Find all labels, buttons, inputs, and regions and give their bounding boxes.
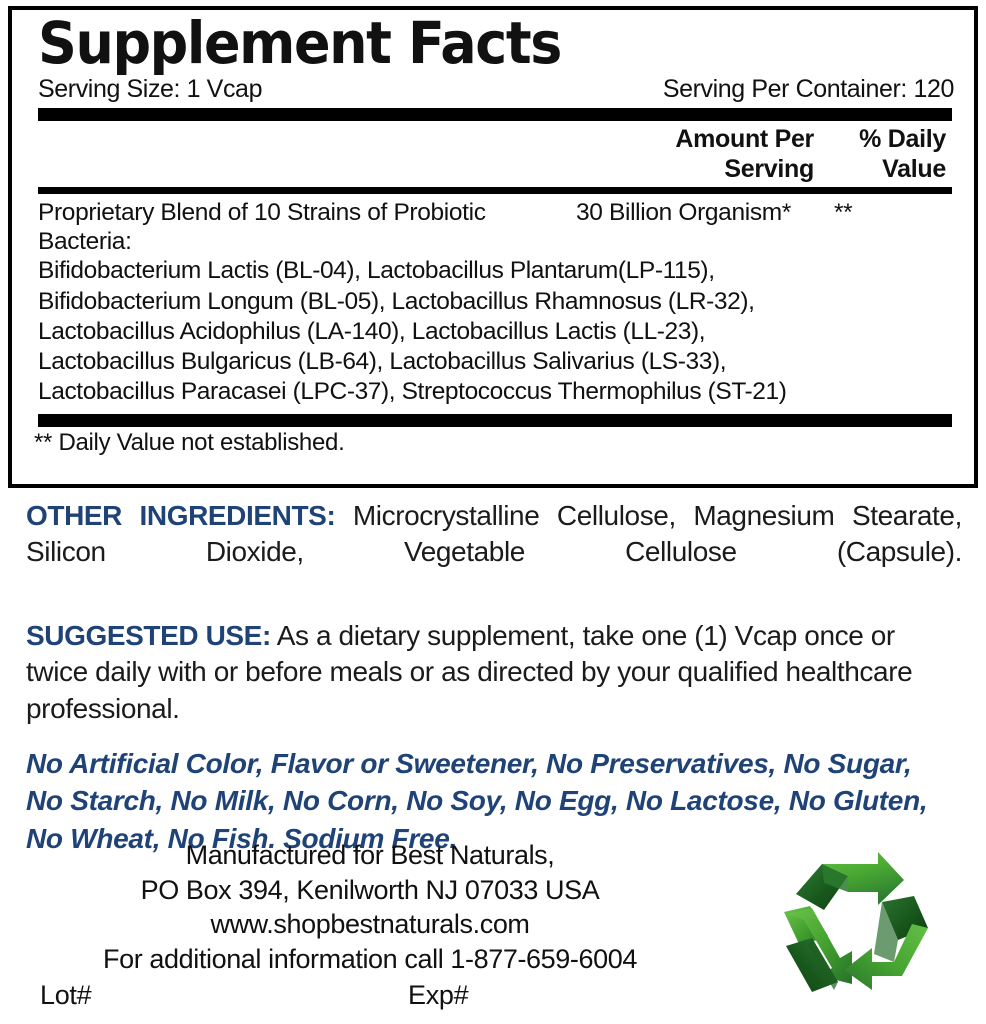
manufacturer-block: Manufactured for Best Naturals, PO Box 3… [20,838,720,976]
list-item: Lactobacillus Acidophilus (LA-140), Lact… [38,317,706,345]
other-ingredients-text: Microcrystalline Cellulose, Magnesium St… [26,500,962,568]
serving-info-row: Serving Size: 1 Vcap Serving Per Contain… [38,75,960,104]
list-item: Lactobacillus Paracasei (LPC-37), Strept… [38,378,787,406]
free-from-claims: No Artificial Color, Flavor or Sweetener… [26,745,962,858]
rule-below-headers [38,187,952,194]
manufacturer-address: PO Box 394, Kenilworth NJ 07033 USA [140,874,600,905]
serving-size-text: Serving Size: 1 Vcap [38,75,263,103]
recycle-arrow-top [796,852,904,910]
blend-name-line-2: Bacteria: [38,228,132,256]
amount-per-label: Amount Per [675,125,814,153]
column-header-amount-per-serving: Amount Per Serving [572,125,822,184]
rule-above-footnote [38,413,952,427]
rule-below-serving [38,108,952,121]
page-title: Supplement Facts [38,9,562,77]
lot-number-label: Lot# [40,980,92,1010]
suggested-use-paragraph: SUGGESTED USE: As a dietary supplement, … [26,618,962,726]
column-headers-row: Amount Per Serving % Daily Value [38,125,952,184]
recycle-icon [784,852,928,992]
blend-daily-value-cell: ** [834,199,853,226]
table-row-proprietary-blend: Proprietary Blend of 10 Strains of Probi… [38,198,952,256]
recycle-arrow-left [784,906,852,992]
list-item: Lactobacillus Bulgaricus (LB-64), Lactob… [38,348,727,376]
list-item: Bifidobacterium Longum (BL-05), Lactobac… [38,287,755,315]
blend-name-line-1: Proprietary Blend of 10 Strains of Probi… [38,199,486,226]
servings-per-container-text: Serving Per Container: 120 [662,75,955,103]
footer: Manufactured for Best Naturals, PO Box 3… [0,838,986,1024]
manufacturer-name: Manufactured for Best Naturals, [185,840,555,870]
percent-daily-label: % Daily [859,125,946,153]
other-ingredients-label: OTHER INGREDIENTS: [26,500,336,531]
suggested-use-text: As a dietary supplement, take one (1) Vc… [26,620,913,724]
blend-amount-cell: 30 Billion Organism* [576,199,791,226]
other-ingredients-paragraph: OTHER INGREDIENTS: Microcrystalline Cell… [26,498,962,606]
claim-line: No Artificial Color, Flavor or Sweetener… [26,747,912,779]
suggested-use-label: SUGGESTED USE: [26,620,271,652]
daily-value-footnote: ** Daily Value not established. [34,428,345,456]
claim-line: No Starch, No Milk, No Corn, No Soy, No … [26,785,928,817]
claim-line: No Wheat, No Fish. Sodium Free. [26,823,457,855]
recycle-arrow-right [844,896,928,990]
manufacturer-phone: For additional information call 1-877-65… [103,943,637,974]
manufacturer-website: www.shopbestnaturals.com [210,909,530,940]
exp-date-label: Exp# [408,980,469,1010]
column-header-daily-value: % Daily Value [822,125,952,184]
value-label: Value [882,154,946,183]
blend-name-cell: Proprietary Blend of 10 Strains of Probi… [38,198,572,256]
strain-list: Bifidobacterium Lactis (BL-04), Lactobac… [38,256,952,407]
list-item: Bifidobacterium Lactis (BL-04), Lactobac… [38,257,715,285]
serving-label: Serving [724,154,814,183]
supplement-facts-panel: Supplement Facts Serving Size: 1 Vcap Se… [8,6,978,488]
body-copy: OTHER INGREDIENTS: Microcrystalline Cell… [26,498,962,858]
